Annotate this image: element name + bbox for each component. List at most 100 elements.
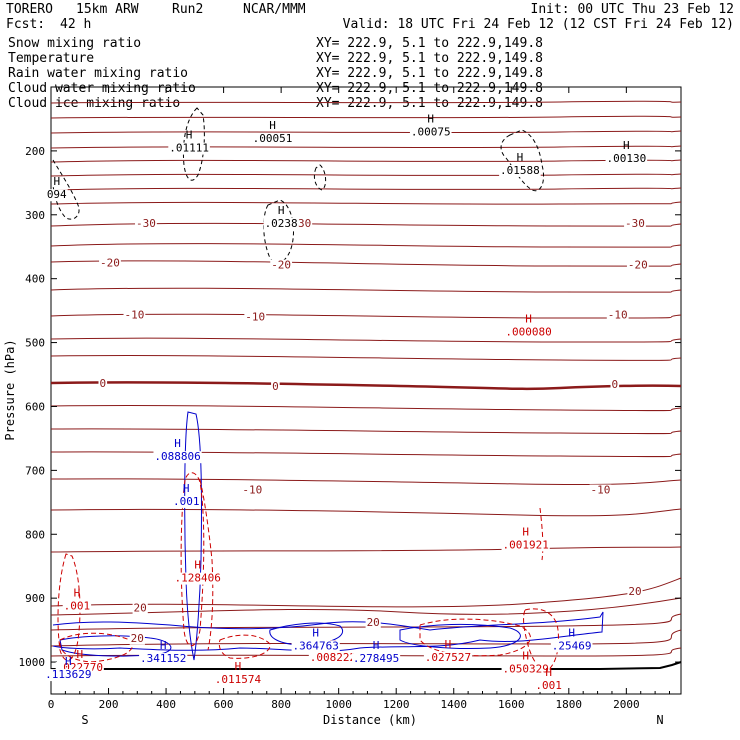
x-tick-label: 1800 xyxy=(556,698,583,711)
temperature-contour-line xyxy=(50,597,682,616)
x-tick-label: 1600 xyxy=(498,698,525,711)
rain-maximum-value: .001 xyxy=(64,600,91,613)
rain-maximum-h-marker: H xyxy=(194,559,201,572)
rain-maximum-h-marker: H xyxy=(522,649,529,662)
model-org: NCAR/MMM xyxy=(243,2,306,17)
snow-maximum-value-bg xyxy=(263,217,299,230)
temperature-contour-label-bg xyxy=(589,484,612,497)
cloud-water-maximum-value-bg xyxy=(550,640,593,653)
valid-time: Valid: 18 UTC Fri 24 Feb 12 (12 CST Fri … xyxy=(343,17,734,32)
temperature-contour-line xyxy=(50,451,682,458)
snow-contour xyxy=(313,164,327,191)
temperature-contour-label: -10 xyxy=(124,308,144,321)
snow-contour xyxy=(182,107,205,181)
cloud-water-maximum-value-bg xyxy=(351,653,401,666)
rain-contour xyxy=(419,618,531,657)
terrain-line xyxy=(51,661,682,670)
snow-maximum-h-marker: H xyxy=(517,151,524,164)
temperature-contour-line xyxy=(50,222,682,227)
field-name-rain: Rain water mixing ratio xyxy=(8,66,188,81)
rain-contour xyxy=(539,507,544,561)
snow-maximum-value-bg xyxy=(168,142,210,155)
temperature-contour-label: -10 xyxy=(608,308,628,321)
rain-contour xyxy=(57,553,81,661)
temperature-contour-line xyxy=(50,100,682,104)
snow-contour xyxy=(500,129,545,192)
x-tick-label: 2000 xyxy=(613,698,640,711)
temperature-contours xyxy=(50,100,682,657)
rain-maximum-h-marker: H xyxy=(74,587,81,600)
temperature-contour-line xyxy=(50,405,682,412)
y-tick-label: 1000 xyxy=(19,656,46,669)
temperature-contour-line xyxy=(50,159,682,163)
cloud-water-maximum-value-bg xyxy=(291,640,340,653)
temperature-contour-label-bg xyxy=(271,381,280,394)
snow-maximum-h-marker: H xyxy=(427,113,434,126)
temperature-contour-label: 0 xyxy=(272,380,279,393)
temperature-contour-label-bg xyxy=(626,259,649,272)
x-tick-label: 400 xyxy=(156,698,176,711)
temperature-contour-line xyxy=(50,577,682,608)
snow-maximum-value: 094 xyxy=(47,188,67,201)
model-resolution: 15km ARW xyxy=(76,2,139,17)
cloud-water-maximum-value: .113629 xyxy=(45,668,91,681)
x-tick-label: 600 xyxy=(214,698,234,711)
temperature-contour-label-bg xyxy=(241,484,264,497)
temperature-contour-label-bg xyxy=(627,586,643,599)
contour-labels: -30 -30 -30-20 -20 -20-10 -10 -100 0 0-10 -102020… xyxy=(44,113,649,692)
rain-maximum-h-marker: H xyxy=(545,666,552,679)
cloud-water-maximum-h-marker: H xyxy=(65,655,72,668)
temperature-contour-line xyxy=(50,629,682,647)
x-tick-label: 1000 xyxy=(325,698,352,711)
init-time: Init: 00 UTC Thu 23 Feb 12 xyxy=(531,2,735,17)
cloud-water-maximum-h-marker: H xyxy=(160,639,167,652)
x-tick-label: 800 xyxy=(271,698,291,711)
cloud-water-maximum-value: .341152 xyxy=(140,652,186,665)
y-axis-title: Pressure (hPa) xyxy=(3,339,17,440)
temperature-contour-label-bg xyxy=(270,259,293,272)
rain-maximum-value-bg xyxy=(501,539,550,552)
rain-maximum-value-bg xyxy=(534,679,563,692)
rain-maximum-h-marker: H xyxy=(235,660,242,673)
rain-maximum-value-bg xyxy=(501,663,550,676)
snow-maximum-h-marker: H xyxy=(269,119,276,132)
x-tick-label: 1400 xyxy=(440,698,467,711)
temperature-contour-label-bg xyxy=(244,311,267,324)
rain-maximum-value: .008222 xyxy=(310,651,356,664)
rain-maximum-value: .027527 xyxy=(425,651,471,664)
temperature-contour-label-bg xyxy=(135,218,157,231)
temperature-contour-line xyxy=(50,508,682,517)
temperature-contour-label: -20 xyxy=(271,259,291,272)
forecast-label: Fcst: xyxy=(6,17,45,32)
rain-maximum-h-marker: H xyxy=(76,648,83,661)
cloud-water-contours xyxy=(52,411,604,661)
field-xy-temperature: XY= 222.9, 5.1 to 222.9,149.8 xyxy=(316,51,543,66)
temperature-contour-line xyxy=(50,337,682,343)
snow-maximum-value: .00075 xyxy=(411,126,451,139)
rain-maximum-value: .001921 xyxy=(502,538,548,551)
y-tick-label: 600 xyxy=(25,400,45,413)
cloud-water-maximum-h-marker: H xyxy=(174,437,181,450)
snow-contours xyxy=(52,107,545,264)
temperature-contour-label: -30 xyxy=(625,217,645,230)
temperature-contour-line xyxy=(50,287,682,293)
rain-maximum-value: .011574 xyxy=(215,673,262,686)
snow-maximum-h-marker: H xyxy=(278,204,285,217)
field-xy-cloud-water: XY= 222.9, 5.1 to 222.9,149.8 xyxy=(316,81,543,96)
rain-contour xyxy=(180,472,205,647)
rain-contour xyxy=(59,632,133,663)
rain-maximum-value: .128406 xyxy=(175,572,221,585)
temperature-contour-line xyxy=(50,313,682,319)
cloud-water-contour xyxy=(399,623,521,650)
temperature-contour-line xyxy=(50,243,682,248)
rain-contour xyxy=(199,479,214,651)
y-tick-label: 300 xyxy=(25,209,45,222)
temperature-contour-label: -10 xyxy=(591,484,611,497)
rain-maximum-value-bg xyxy=(504,326,553,339)
snow-contour xyxy=(52,159,80,220)
cloud-water-maximum-h-marker: H xyxy=(312,626,319,639)
y-tick-label: 700 xyxy=(25,464,45,477)
temperature-contour-label-bg xyxy=(624,218,646,231)
